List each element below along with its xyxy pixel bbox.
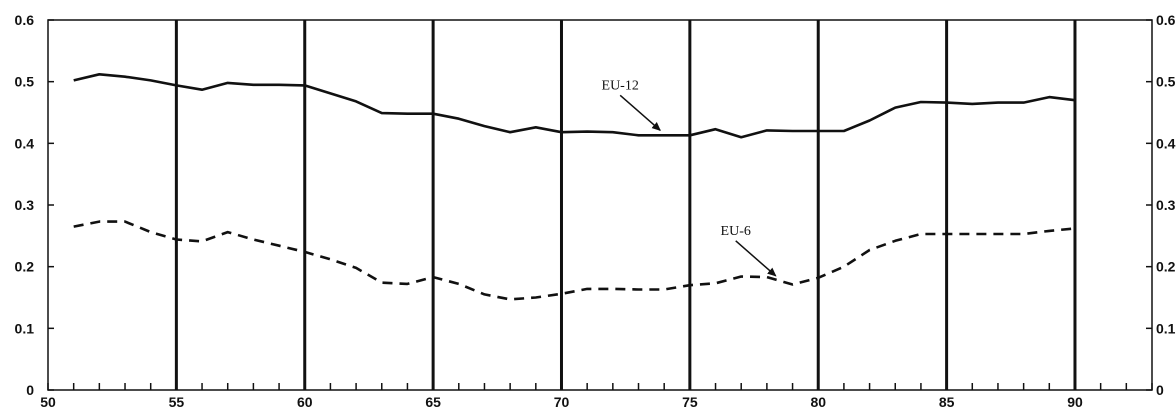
y-tick-label-right: 0.2: [1156, 259, 1176, 275]
x-tick-label: 50: [40, 394, 56, 410]
x-tick-label: 60: [297, 394, 313, 410]
tick-labels: 0 0 0.1 0.1 0.2 0.2 0.3 0.3 0.4 0.4 0.5 0.5 0.6 0.6 50…: [15, 12, 1176, 410]
x-tick-label: 55: [169, 394, 185, 410]
x-tick-label: 75: [682, 394, 698, 410]
y-tick-label-left: 0: [26, 382, 34, 398]
gridlines: [174, 20, 1077, 390]
x-tick-label: 90: [1067, 394, 1083, 410]
y-tick-label-left: 0.6: [15, 12, 35, 28]
series-line-eu-12: [73, 73, 1076, 139]
y-tick-label-right: 0.4: [1156, 135, 1176, 151]
annotations: EU-12 EU-6: [602, 78, 777, 277]
axes: [47, 19, 1153, 391]
x-tick-label: 65: [425, 394, 441, 410]
y-tick-label-left: 0.1: [15, 320, 35, 336]
y-tick-label-left: 0.2: [15, 259, 35, 275]
annotation-label-eu-6: EU-6: [721, 224, 751, 239]
x-tick-label: 85: [939, 394, 955, 410]
series-lines: [73, 73, 1076, 301]
series-line-eu-6: [73, 220, 1076, 301]
y-tick-label-right: 0: [1156, 382, 1164, 398]
y-tick-label-left: 0.5: [15, 74, 35, 90]
y-tick-label-right: 0.3: [1156, 197, 1176, 213]
y-tick-label-right: 0.6: [1156, 12, 1176, 28]
y-tick-label-left: 0.4: [15, 135, 35, 151]
plot-frame: [47, 19, 1153, 391]
annotation-label-eu-12: EU-12: [602, 78, 639, 93]
y-tick-label-right: 0.1: [1156, 320, 1176, 336]
x-tick-label: 80: [810, 394, 826, 410]
y-tick-label-left: 0.3: [15, 197, 35, 213]
annotation-arrow-eu-12: [619, 94, 661, 131]
y-tick-label-right: 0.5: [1156, 74, 1176, 90]
annotation-arrow-eu-6: [735, 240, 777, 277]
x-tick-label: 70: [554, 394, 570, 410]
